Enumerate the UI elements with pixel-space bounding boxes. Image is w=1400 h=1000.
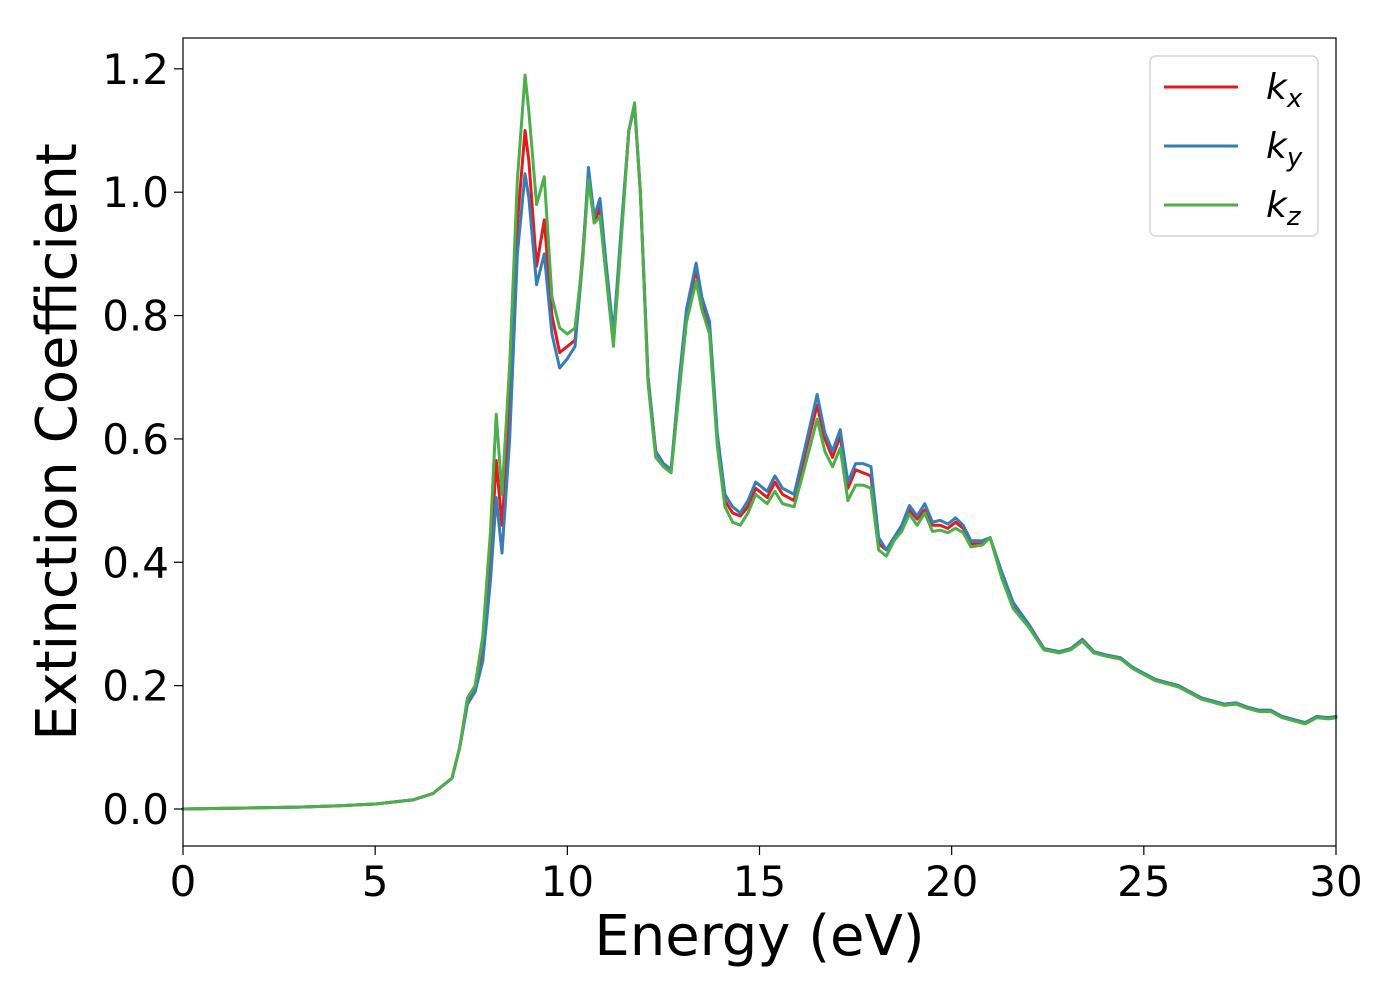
y-tick-label: 1.0 (102, 168, 169, 217)
plot-background (183, 38, 1336, 846)
x-tick-label: 5 (362, 857, 389, 906)
y-tick-label: 1.2 (102, 45, 169, 94)
legend-label-kz: kz (1266, 185, 1302, 232)
legend: kx ky kz (1149, 55, 1319, 237)
series-line-kz (181, 73, 1338, 811)
y-tick-label: 0.2 (102, 662, 169, 711)
legend-label-ky: ky (1266, 126, 1303, 173)
y-tick-label: 0.6 (102, 415, 169, 464)
y-axis-label: Extinction Coefficient (25, 143, 90, 741)
x-tick-label: 30 (1309, 857, 1362, 906)
x-tick-label: 0 (170, 857, 197, 906)
x-axis-label: Energy (eV) (594, 904, 924, 969)
x-tick-label: 15 (733, 857, 786, 906)
y-tick-label: 0.8 (102, 292, 169, 341)
y-tick-label: 0.0 (102, 785, 169, 834)
x-tick-label: 20 (925, 857, 978, 906)
y-tick-label: 0.4 (102, 538, 169, 587)
x-axis: 0 5 10 15 20 25 30 (170, 846, 1363, 906)
x-tick-label: 25 (1117, 857, 1170, 906)
y-axis: 0.0 0.2 0.4 0.6 0.8 1.0 1.2 (102, 45, 183, 834)
legend-label-kx: kx (1266, 67, 1303, 114)
series-layer (181, 73, 1338, 811)
x-tick-label: 10 (541, 857, 594, 906)
